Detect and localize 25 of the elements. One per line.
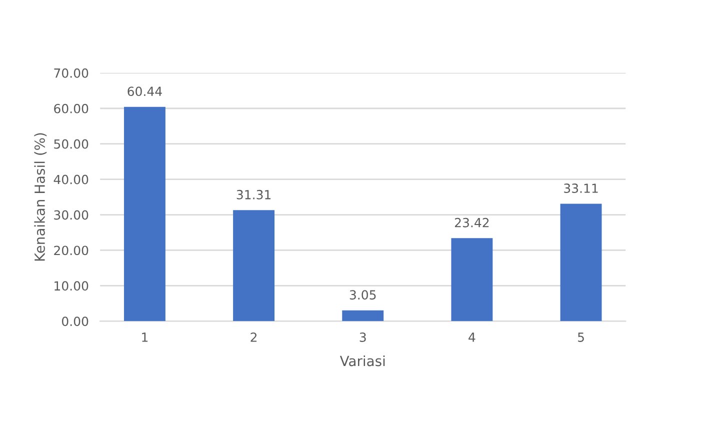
y-axis-title: Kenaikan Hasil (%) [34, 133, 47, 261]
data-label: 60.44 [128, 86, 162, 96]
data-label: 3.05 [350, 290, 376, 300]
y-tick-label: 30.00 [54, 210, 88, 220]
data-label: 31.31 [236, 190, 271, 200]
bar [451, 238, 493, 322]
x-tick-label: 1 [142, 332, 148, 342]
bar [233, 210, 275, 322]
y-tick-label: 60.00 [54, 104, 88, 114]
data-label: 33.11 [564, 184, 598, 193]
x-tick-label: 2 [250, 332, 257, 342]
y-tick-label: 40.00 [54, 174, 88, 184]
x-tick-label: 3 [360, 332, 366, 342]
bar [342, 310, 384, 322]
bar [124, 106, 166, 322]
x-tick-label: 4 [468, 332, 476, 342]
bar [560, 204, 602, 322]
y-tick-label: 70.00 [54, 68, 88, 78]
data-label: 23.42 [454, 218, 489, 228]
y-tick-label: 20.00 [54, 246, 88, 256]
x-axis-title: Variasi [340, 355, 385, 366]
y-tick-label: 0.00 [62, 316, 88, 326]
y-tick-label: 10.00 [54, 281, 88, 291]
y-tick-label: 50.00 [54, 139, 88, 149]
x-tick-label: 5 [578, 332, 584, 342]
